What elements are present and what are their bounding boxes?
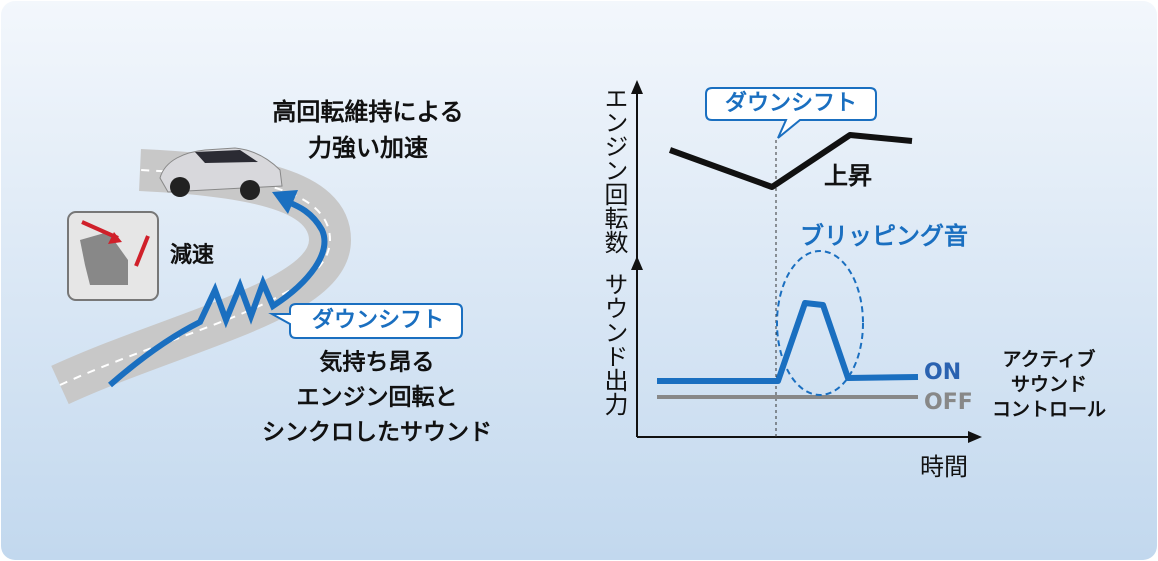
sync-caption: 気持ち昂る: [320, 349, 435, 376]
asc-label: アクティブ: [1003, 348, 1096, 371]
axis-arrow: [968, 431, 982, 443]
off-label: OFF: [924, 390, 973, 415]
sync-caption: エンジン回転と: [297, 385, 458, 411]
rpm-line: [668, 132, 913, 190]
pedal-icon: [67, 211, 159, 301]
asc-label: コントロール: [992, 399, 1106, 421]
path-arrow: [108, 199, 328, 388]
on-line: [657, 300, 919, 384]
car: [159, 147, 283, 200]
rise-label: 上昇: [824, 162, 872, 190]
y-axis-label: サウンド出力: [600, 272, 628, 416]
axis-arrow: [631, 80, 643, 94]
blip-label: ブリッピング音: [800, 222, 968, 250]
callout-text: ダウンシフト: [312, 307, 444, 333]
x-axis-label: 時間: [920, 453, 968, 481]
sync-caption: シンクロしたサウンド: [262, 420, 492, 446]
decel-label: 減速: [170, 242, 214, 268]
on-label: ON: [924, 360, 961, 385]
accel-caption: 力強い加速: [308, 134, 428, 162]
y-axis-label: エンジン回転数: [600, 86, 628, 254]
callout-box: [705, 87, 877, 139]
accel-caption: 高回転維持による: [272, 98, 463, 126]
arrow-head: [272, 190, 298, 214]
asc-label: サウンド: [1011, 374, 1087, 396]
callout-text: ダウンシフト: [725, 90, 857, 116]
blip-highlight: [776, 250, 864, 396]
callout-box: [268, 303, 463, 339]
axis-arrow: [631, 256, 643, 270]
